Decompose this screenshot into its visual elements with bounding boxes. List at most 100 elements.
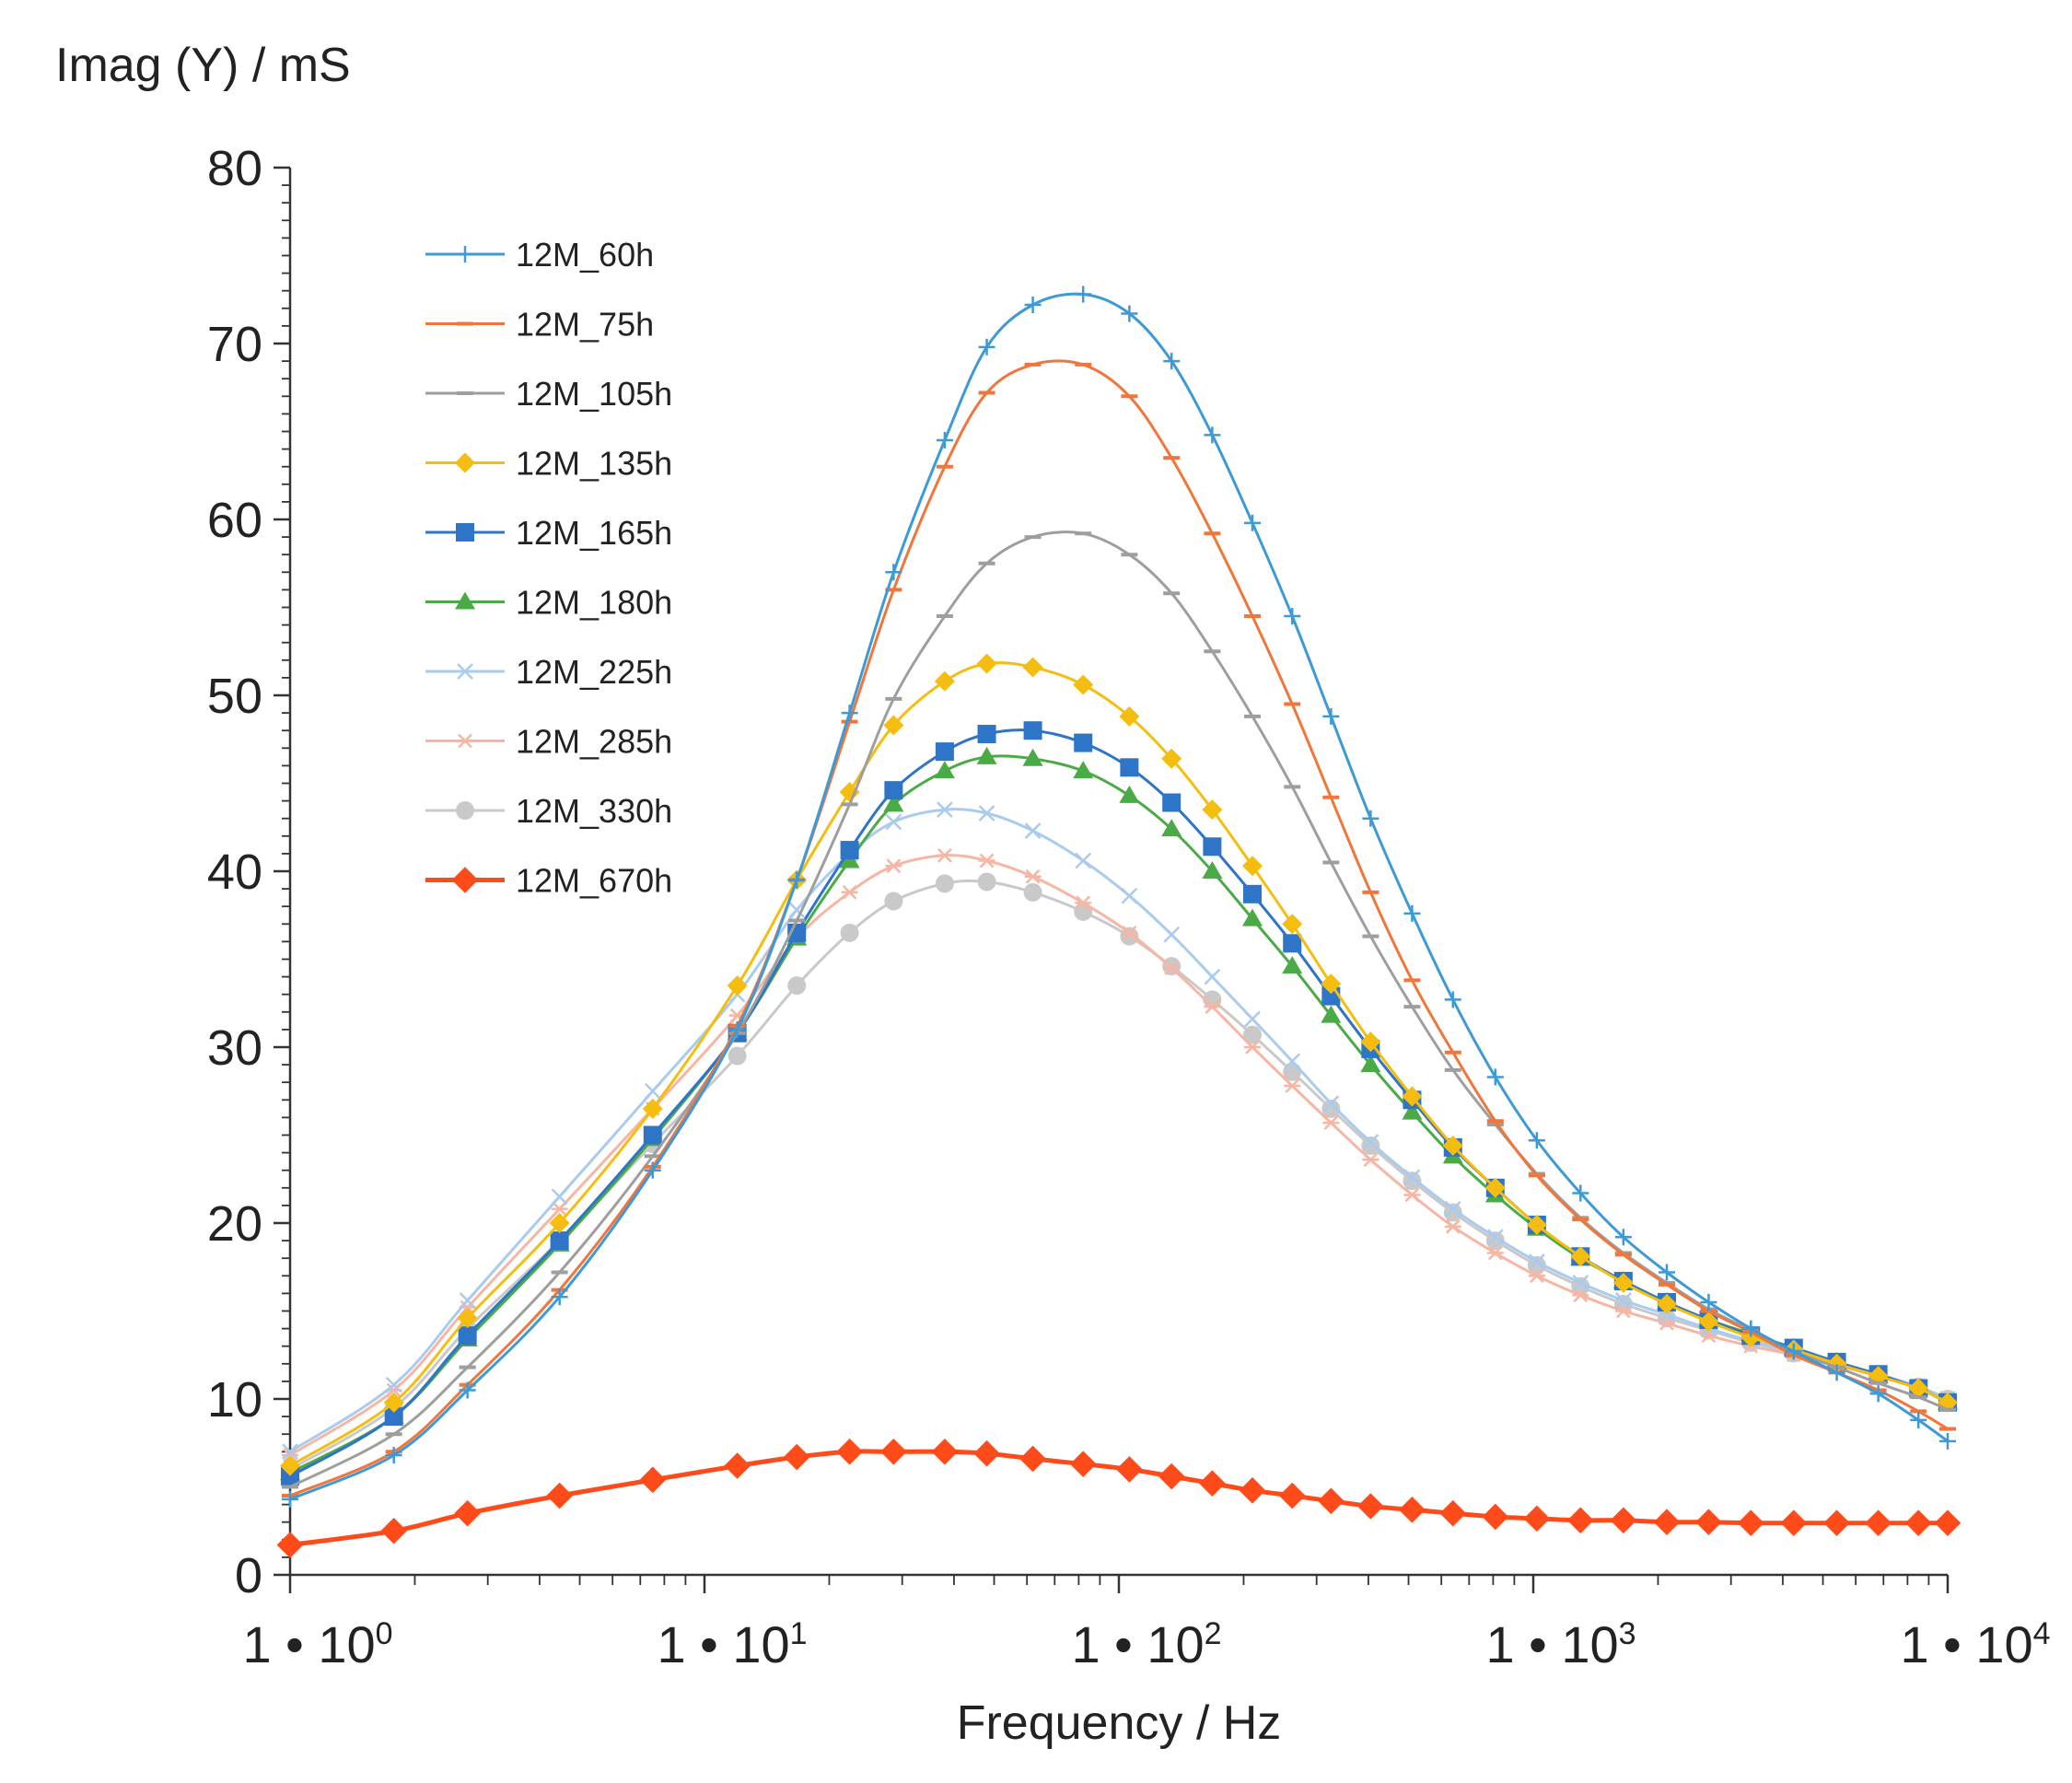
data-point [1939, 1432, 1956, 1450]
legend-label: 12M_105h [516, 375, 672, 413]
data-point [644, 1082, 661, 1100]
data-point [1162, 793, 1182, 812]
data-point [385, 1447, 402, 1464]
data-point [1163, 961, 1181, 975]
legend-item: 12M_165h [425, 514, 672, 552]
legend-item: 12M_225h [425, 653, 672, 691]
series-12M_670h [276, 1439, 1961, 1558]
series-12M_285h [282, 847, 1956, 1463]
data-point [1700, 1293, 1717, 1311]
data-point [1656, 1293, 1677, 1314]
data-point [1444, 991, 1461, 1008]
data-point [1528, 1132, 1545, 1149]
legend-item: 12M_285h [425, 723, 672, 761]
data-point [1904, 1509, 1932, 1536]
data-point [1163, 926, 1181, 943]
legend-label: 12M_165h [516, 514, 672, 552]
data-point [1203, 837, 1222, 857]
data-point [1022, 748, 1043, 766]
legend-swatch-marker [457, 246, 473, 262]
data-point [383, 1392, 404, 1413]
data-point [1572, 1275, 1589, 1291]
series-12M_180h [280, 746, 1958, 1481]
data-point [1653, 1509, 1681, 1535]
y-tick-label: 70 [207, 317, 262, 372]
series-12M_75h [282, 359, 1956, 1498]
data-point [1402, 1101, 1423, 1120]
data-point [1241, 908, 1263, 926]
data-point [1202, 861, 1223, 879]
legend-label: 12M_60h [516, 236, 654, 274]
x-axis-title: Frequency / Hz [957, 1696, 1282, 1750]
data-point [976, 746, 997, 764]
data-point [783, 1443, 810, 1471]
data-point [1075, 286, 1092, 303]
legend-swatch-marker [455, 591, 475, 610]
data-point [1865, 1509, 1892, 1536]
series-12M_135h [280, 653, 1958, 1476]
data-point [883, 715, 904, 736]
data-point [385, 1376, 402, 1393]
data-point [459, 1381, 476, 1399]
data-point [885, 858, 902, 874]
data-point [978, 338, 995, 355]
data-point [1869, 1385, 1887, 1403]
series-12M_60h [282, 286, 1956, 1508]
data-point [1023, 882, 1042, 902]
data-point [1120, 758, 1139, 777]
data-point [973, 1439, 1000, 1467]
data-point [1019, 1445, 1046, 1473]
data-point [1444, 1218, 1461, 1234]
data-point [1318, 1487, 1344, 1515]
data-point [1737, 1509, 1764, 1536]
x-tick-label: 1 • 102 [1071, 1615, 1221, 1673]
y-tick-label: 0 [235, 1548, 262, 1603]
data-point [1785, 1343, 1802, 1360]
legend-label: 12M_285h [516, 723, 672, 761]
data-point [1202, 799, 1223, 821]
data-point [1910, 1411, 1927, 1428]
legend-item: 12M_330h [425, 792, 672, 830]
legend-item: 12M_180h [425, 584, 672, 622]
data-point [976, 653, 997, 674]
y-tick-label: 10 [207, 1372, 262, 1428]
data-point [1482, 1503, 1509, 1531]
data-point [1439, 1499, 1467, 1527]
data-point [1022, 657, 1043, 678]
data-point [1121, 887, 1138, 904]
data-point [978, 805, 995, 822]
y-tick-label: 40 [207, 845, 262, 900]
data-point [458, 1326, 477, 1346]
data-point [276, 1532, 304, 1558]
data-point [1241, 856, 1263, 877]
data-point [1242, 1025, 1262, 1044]
data-point [549, 1213, 570, 1233]
data-point [1403, 1169, 1421, 1186]
data-point [1073, 761, 1094, 779]
data-point [839, 782, 860, 803]
x-tick-label: 1 • 100 [242, 1615, 392, 1673]
data-point [1908, 1378, 1929, 1399]
data-point [1322, 1115, 1340, 1131]
data-point [282, 1443, 298, 1461]
data-point [836, 1439, 863, 1465]
data-point [1698, 1311, 1719, 1332]
data-point [788, 902, 806, 918]
series-line [289, 808, 1949, 1453]
legend-label: 12M_225h [516, 653, 672, 691]
data-point [1442, 1135, 1463, 1156]
data-point [885, 813, 902, 831]
data-point [1204, 968, 1221, 985]
data-point [937, 801, 953, 819]
data-point [1362, 810, 1379, 827]
data-point [1485, 1231, 1505, 1251]
data-point [1203, 990, 1222, 1009]
data-point [885, 564, 902, 581]
data-point [1934, 1509, 1961, 1536]
data-point [840, 923, 859, 942]
data-point [1244, 1010, 1261, 1028]
data-point [1243, 514, 1261, 531]
series-12M_225h [282, 801, 1956, 1461]
data-point [1399, 1497, 1426, 1523]
